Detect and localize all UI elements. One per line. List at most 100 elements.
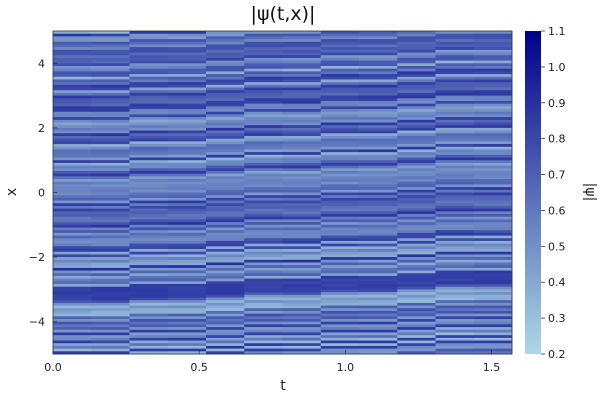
heatmap-cell	[206, 65, 245, 70]
heatmap-cell	[53, 170, 92, 175]
heatmap-cell	[167, 240, 207, 245]
heatmap-cell	[320, 224, 360, 228]
heatmap-cell	[397, 273, 436, 277]
heatmap-cell	[397, 246, 436, 250]
heatmap-cell	[53, 160, 92, 164]
heatmap-cell	[473, 214, 513, 218]
heatmap-cell	[129, 281, 169, 285]
heatmap-cell	[244, 214, 283, 218]
heatmap-cell	[435, 205, 475, 210]
heatmap-cell	[91, 205, 130, 210]
heatmap-cell	[359, 184, 398, 188]
heatmap-cell	[53, 259, 92, 263]
heatmap-cell	[206, 74, 245, 78]
heatmap-cell	[320, 60, 360, 64]
heatmap-cell	[473, 74, 513, 78]
heatmap-cell	[473, 57, 513, 62]
heatmap-cell	[282, 246, 322, 250]
heatmap-cell	[473, 36, 513, 40]
heatmap-cell	[206, 103, 245, 107]
heatmap-cell	[53, 216, 92, 220]
heatmap-cell	[397, 278, 436, 282]
heatmap-cell	[53, 310, 92, 315]
heatmap-cell	[320, 222, 360, 226]
heatmap-cell	[129, 111, 169, 115]
heatmap-cell	[435, 308, 475, 312]
heatmap-cell	[320, 286, 360, 290]
heatmap-cell	[129, 31, 169, 35]
heatmap-cell	[359, 297, 398, 301]
heatmap-cell	[282, 235, 322, 239]
heatmap-cell	[91, 114, 130, 118]
heatmap-cell	[53, 117, 92, 121]
heatmap-cell	[435, 302, 475, 306]
heatmap-cell	[282, 270, 322, 274]
heatmap-cell	[473, 168, 513, 172]
heatmap-cell	[435, 152, 475, 156]
heatmap-cell	[129, 187, 169, 191]
y-tick-label: 4	[38, 57, 45, 70]
heatmap-cell	[282, 63, 322, 67]
heatmap-cell	[91, 345, 130, 350]
heatmap-cell	[435, 114, 475, 118]
heatmap-cell	[206, 63, 245, 67]
heatmap-cell	[359, 44, 398, 48]
heatmap-cell	[91, 214, 130, 218]
heatmap-cell	[53, 92, 92, 96]
heatmap-cell	[282, 100, 322, 105]
heatmap-cell	[397, 192, 436, 196]
heatmap-cell	[129, 246, 169, 250]
heatmap-cell	[282, 343, 322, 347]
heatmap-cell	[473, 173, 513, 177]
heatmap-cell	[320, 205, 360, 210]
heatmap-cell	[435, 74, 475, 78]
heatmap-cell	[53, 208, 92, 212]
heatmap-cell	[435, 141, 475, 145]
heatmap-cell	[206, 273, 245, 277]
heatmap-cell	[91, 251, 130, 255]
heatmap-cell	[53, 284, 92, 288]
heatmap-cell	[53, 184, 92, 188]
heatmap-cell	[282, 181, 322, 185]
heatmap-cell	[244, 278, 283, 282]
heatmap-cell	[53, 300, 92, 304]
heatmap-cell	[53, 130, 92, 134]
heatmap-cell	[244, 308, 283, 312]
heatmap-cell	[129, 149, 169, 153]
heatmap-cell	[359, 84, 398, 88]
heatmap-cell	[359, 267, 398, 271]
heatmap-cell	[435, 106, 475, 110]
heatmap-cell	[206, 335, 245, 339]
heatmap-cell	[244, 92, 283, 96]
heatmap-cell	[359, 111, 398, 115]
heatmap-cell	[282, 216, 322, 220]
heatmap-cell	[206, 31, 245, 35]
heatmap-cell	[53, 214, 92, 218]
heatmap-cell	[244, 187, 283, 191]
heatmap-cell	[435, 251, 475, 255]
heatmap-cell	[244, 227, 283, 231]
heatmap-cell	[359, 329, 398, 333]
heatmap-cell	[282, 267, 322, 271]
heatmap-cell	[435, 278, 475, 282]
heatmap-cell	[320, 135, 360, 140]
heatmap-cell	[244, 205, 283, 210]
heatmap-cell	[320, 39, 360, 43]
heatmap-cell	[206, 203, 245, 207]
heatmap-cell	[206, 343, 245, 347]
heatmap-cell	[397, 149, 436, 153]
heatmap-cell	[320, 335, 360, 339]
heatmap-cell	[167, 294, 207, 298]
heatmap-cell	[473, 273, 513, 277]
heatmap-cell	[282, 122, 322, 126]
heatmap-cell	[359, 203, 398, 207]
heatmap-cell	[206, 138, 245, 142]
heatmap-cell	[206, 98, 245, 102]
heatmap-cell	[397, 55, 436, 59]
heatmap-cell	[397, 162, 436, 166]
heatmap-cell	[206, 259, 245, 263]
heatmap-cell	[397, 184, 436, 188]
heatmap-cell	[435, 71, 475, 75]
heatmap-cell	[206, 144, 245, 148]
heatmap-cell	[53, 273, 92, 277]
